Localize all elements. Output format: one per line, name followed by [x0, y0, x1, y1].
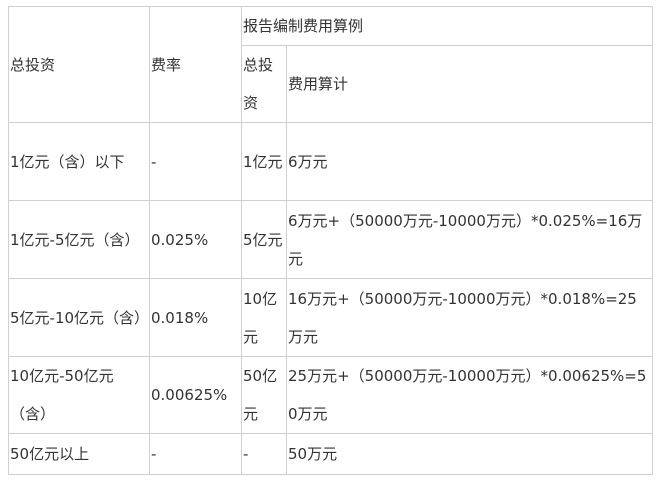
investment-cell: 5亿元-10亿元（含） — [8, 278, 150, 357]
investment-cell: 1亿元-5亿元（含） — [8, 200, 150, 279]
example-investment-cell: - — [241, 433, 287, 475]
example-investment-cell: 10亿元 — [241, 278, 287, 357]
table-row: 10亿元-50亿元（含） 0.00625% 50亿元 25万元+（50000万元… — [8, 356, 653, 434]
example-investment-cell: 50亿元 — [241, 356, 287, 434]
table-row: 5亿元-10亿元（含） 0.018% 10亿元 16万元+（50000万元-10… — [8, 278, 653, 357]
header-rate: 费率 — [149, 6, 242, 123]
table-row: 50亿元以上 - - 50万元 — [8, 433, 653, 475]
investment-cell: 10亿元-50亿元（含） — [8, 356, 150, 434]
rate-cell: - — [149, 122, 242, 201]
rate-cell: 0.025% — [149, 200, 242, 279]
calc-cell: 16万元+（50000万元-10000万元）*0.018%=25万元 — [286, 278, 653, 357]
investment-cell: 1亿元（含）以下 — [8, 122, 150, 201]
rate-cell: - — [149, 433, 242, 475]
rate-cell: 0.018% — [149, 278, 242, 357]
example-investment-cell: 1亿元 — [241, 122, 287, 201]
header-total-investment: 总投资 — [8, 6, 150, 123]
investment-cell: 50亿元以上 — [8, 433, 150, 475]
example-investment-cell: 5亿元 — [241, 200, 287, 279]
calc-cell: 6万元+（50000万元-10000万元）*0.025%=16万元 — [286, 200, 653, 279]
fee-table: 总投资 费率 报告编制费用算例 总投资 费用算计 1亿元（含）以下 - 1亿元 … — [8, 6, 653, 475]
header-example-group: 报告编制费用算例 — [241, 6, 653, 46]
header-example-investment: 总投资 — [241, 45, 287, 123]
calc-cell: 50万元 — [286, 433, 653, 475]
table-row: 1亿元-5亿元（含） 0.025% 5亿元 6万元+（50000万元-10000… — [8, 200, 653, 279]
rate-cell: 0.00625% — [149, 356, 242, 434]
table-row: 1亿元（含）以下 - 1亿元 6万元 — [8, 122, 653, 201]
header-example-calc: 费用算计 — [286, 45, 653, 123]
calc-cell: 6万元 — [286, 122, 653, 201]
calc-cell: 25万元+（50000万元-10000万元）*0.00625%=50万元 — [286, 356, 653, 434]
